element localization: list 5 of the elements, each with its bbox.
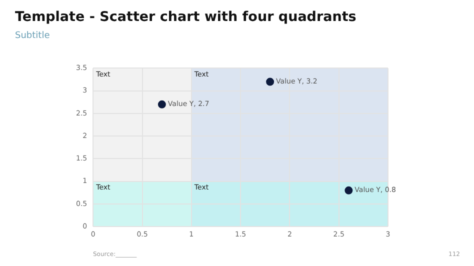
chart-subtitle: Subtitle — [15, 31, 50, 41]
chart-title: Template - Scatter chart with four quadrants — [15, 9, 356, 25]
point — [344, 186, 353, 194]
point — [266, 78, 274, 86]
point — [158, 100, 166, 108]
